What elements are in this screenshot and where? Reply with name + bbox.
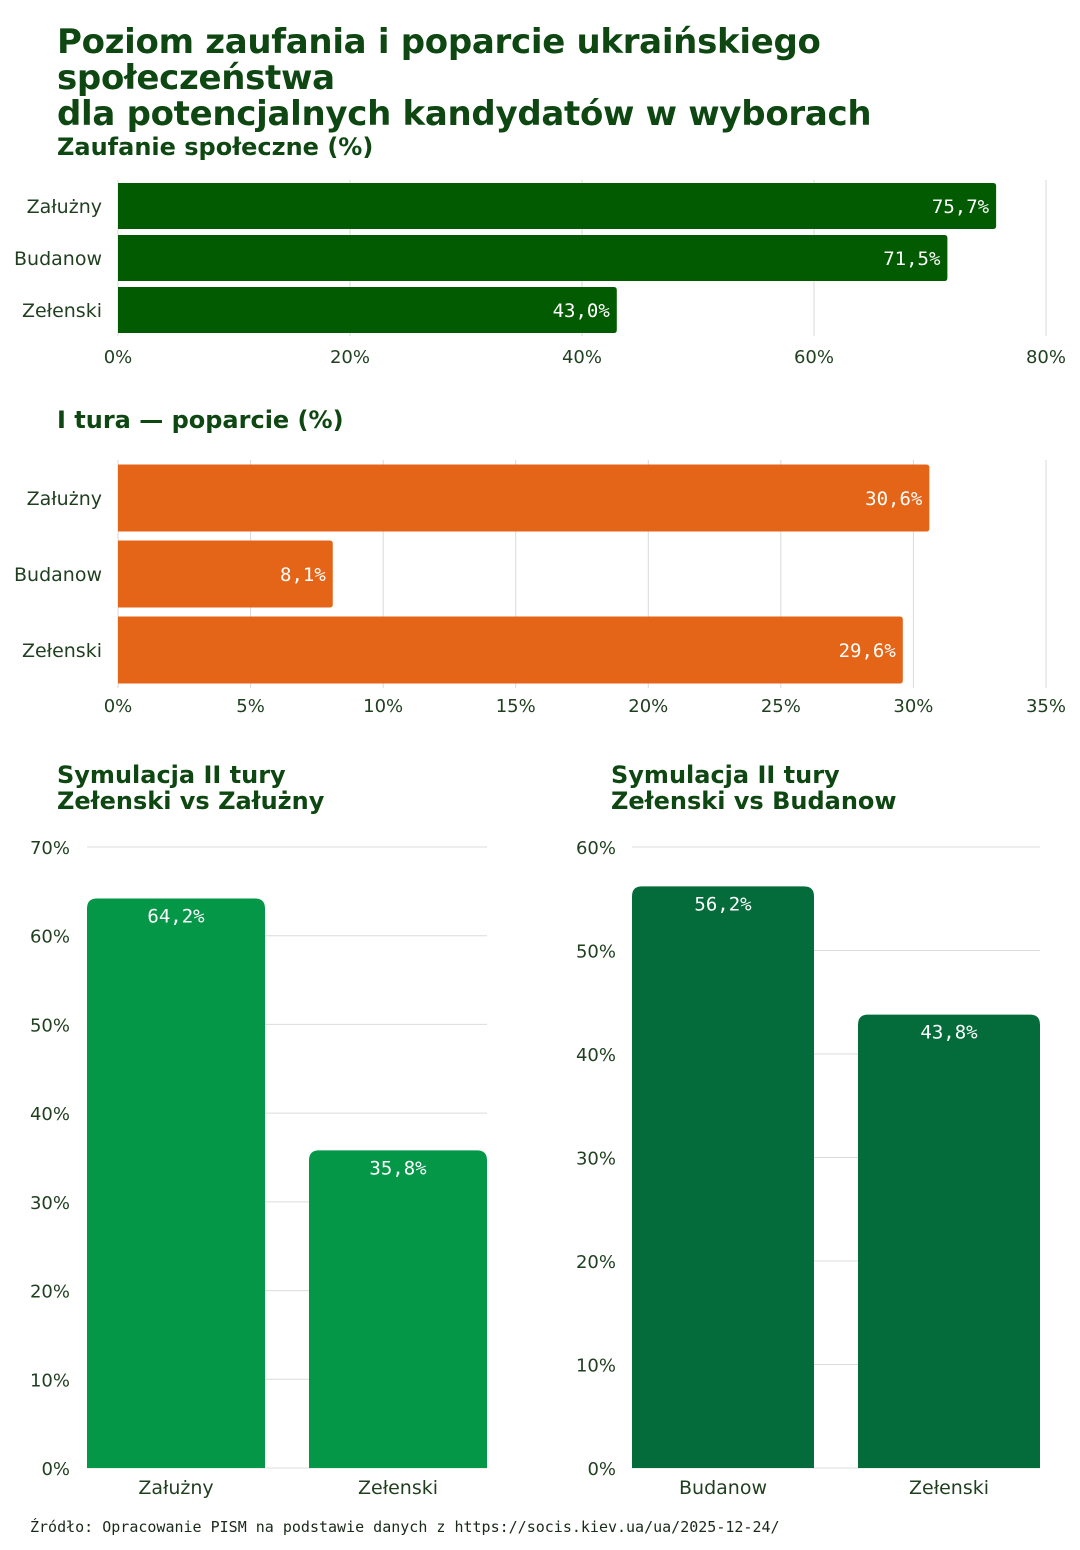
chart3-tick-label: 50%	[30, 1015, 70, 1036]
chart1-bar	[118, 183, 997, 229]
chart4-tick-label: 40%	[576, 1045, 616, 1066]
chart3-tick-label: 40%	[30, 1104, 70, 1125]
chart3-data-label: 35,8%	[369, 1157, 427, 1179]
chart2-tick-label: 5%	[236, 696, 265, 717]
chart3-title-line2: Zełenski vs Załużny	[57, 787, 325, 815]
runoff-budanow-chart: 0% 10% 20% 30% 40% 50% 60% 56,2% Budanow 43,8% Zeł…	[576, 838, 1040, 1499]
chart3-tick-label: 20%	[30, 1282, 70, 1303]
chart1-title: Zaufanie społeczne (%)	[57, 133, 374, 161]
chart4-data-label: 56,2%	[694, 893, 752, 915]
trust-chart: 0% 20% 40% 60% 80% Załużny 75,7% Budanow 71,5% Ze…	[14, 180, 1066, 368]
chart2-tick-label: 35%	[1026, 696, 1066, 717]
chart2-category-label: Zełenski	[22, 640, 102, 662]
chart1-category-label: Zełenski	[22, 300, 102, 322]
chart3-bar	[309, 1150, 487, 1468]
chart2-tick-label: 15%	[496, 696, 536, 717]
page-title: Poziom zaufania i poparcie ukraińskiego …	[57, 24, 1057, 132]
chart3-data-label: 64,2%	[147, 905, 205, 927]
chart3-tick-label: 60%	[30, 927, 70, 948]
chart2-tick-label: 30%	[893, 696, 933, 717]
chart4-title-line1: Symulacja II tury	[611, 761, 840, 789]
chart3-tick-label: 30%	[30, 1193, 70, 1214]
chart3-title: Symulacja II tury Zełenski vs Załużny	[57, 762, 324, 814]
chart1-category-label: Załużny	[27, 196, 102, 218]
chart3-bar	[87, 898, 265, 1468]
source-note: Źródło: Opracowanie PISM na podstawie da…	[30, 1518, 780, 1536]
chart4-tick-label: 30%	[576, 1149, 616, 1170]
chart3-tick-label: 10%	[30, 1370, 70, 1391]
chart4-tick-label: 60%	[576, 838, 616, 859]
chart4-title: Symulacja II tury Zełenski vs Budanow	[611, 762, 897, 814]
chart2-bar	[118, 616, 903, 684]
chart1-tick-label: 40%	[562, 347, 602, 368]
chart1-tick-label: 80%	[1026, 347, 1066, 368]
first-round-chart: 0% 5% 10% 15% 20% 25% 30% 35% Załużny 30,6% Budano…	[14, 460, 1066, 717]
chart1-tick-label: 20%	[330, 347, 370, 368]
chart1-data-label: 71,5%	[883, 248, 941, 270]
chart2-tick-label: 10%	[363, 696, 403, 717]
chart1-bar	[118, 235, 948, 281]
chart4-category-label: Budanow	[679, 1477, 767, 1499]
chart4-data-label: 43,8%	[920, 1022, 978, 1044]
chart4-bar	[632, 886, 814, 1468]
chart4-tick-label: 0%	[587, 1459, 616, 1480]
chart2-data-label: 30,6%	[865, 488, 923, 510]
chart2-category-label: Budanow	[14, 564, 102, 586]
chart2-tick-label: 25%	[761, 696, 801, 717]
chart2-data-label: 29,6%	[839, 640, 897, 662]
page-title-line2: dla potencjalnych kandydatów w wyborach	[57, 94, 872, 134]
chart3-tick-label: 70%	[30, 838, 70, 859]
chart2-data-label: 8,1%	[280, 564, 326, 586]
chart1-category-label: Budanow	[14, 248, 102, 270]
chart4-category-label: Zełenski	[909, 1477, 989, 1499]
chart3-title-line1: Symulacja II tury	[57, 761, 286, 789]
chart3-tick-label: 0%	[41, 1459, 70, 1480]
runoff-zaluzny-chart: 0% 10% 20% 30% 40% 50% 60% 70% 64,2% Załużny 35,8%…	[30, 838, 487, 1499]
chart4-tick-label: 20%	[576, 1252, 616, 1273]
chart3-category-label: Załużny	[138, 1477, 213, 1499]
chart4-tick-label: 10%	[576, 1356, 616, 1377]
chart4-title-line2: Zełenski vs Budanow	[611, 787, 897, 815]
chart2-title: I tura — poparcie (%)	[57, 406, 344, 434]
chart2-tick-label: 20%	[628, 696, 668, 717]
chart1-data-label: 75,7%	[932, 196, 990, 218]
chart2-bar	[118, 540, 333, 608]
chart2-category-label: Załużny	[27, 488, 102, 510]
chart1-bar	[118, 287, 617, 333]
chart1-tick-label: 60%	[794, 347, 834, 368]
chart1-tick-label: 0%	[104, 347, 133, 368]
chart2-bar	[118, 464, 930, 532]
chart4-bar	[858, 1014, 1040, 1468]
chart4-tick-label: 50%	[576, 942, 616, 963]
chart3-category-label: Zełenski	[358, 1477, 438, 1499]
chart2-tick-label: 0%	[104, 696, 133, 717]
page-title-line1: Poziom zaufania i poparcie ukraińskiego …	[57, 22, 821, 98]
chart1-data-label: 43,0%	[553, 300, 611, 322]
